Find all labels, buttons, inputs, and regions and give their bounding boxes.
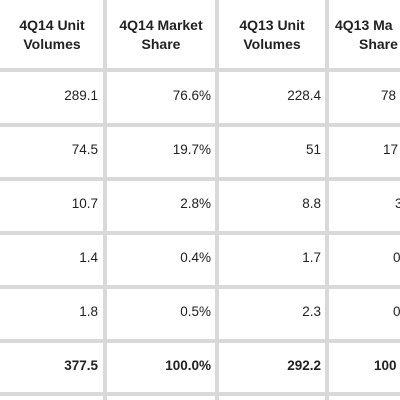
table-cell: 1.4 — [79, 250, 98, 265]
header-line: 4Q14 Unit — [19, 17, 85, 33]
total-cell: 292.2 — [287, 358, 321, 373]
total-cell: 377.5 — [64, 358, 98, 373]
header-4q13-unit-volumes: 4Q13 Unit Volumes — [222, 16, 322, 54]
table-cell: 0.5% — [180, 304, 211, 319]
total-cell: 100 — [374, 358, 397, 373]
table-cell: 19.7% — [172, 142, 211, 157]
table-cell: 0 — [393, 304, 400, 319]
table-cell: 76.6% — [172, 88, 211, 103]
table-cell: 10.7 — [71, 196, 98, 211]
table-cell: 8.8 — [302, 196, 321, 211]
table-cell: 2.3 — [302, 304, 321, 319]
row-divider — [0, 68, 400, 72]
table-cell: 3 — [395, 196, 400, 211]
row-divider — [0, 339, 400, 343]
header-line: 4Q14 Market — [119, 17, 203, 33]
table-cell: 228.4 — [287, 88, 321, 103]
table-cell: 1.8 — [79, 304, 98, 319]
table-cell: 78 — [381, 88, 397, 103]
header-4q13-market-share: 4Q13 Ma Share — [335, 16, 400, 54]
table-cell: 1.7 — [302, 250, 321, 265]
header-4q14-market-share: 4Q14 Market Share — [110, 16, 212, 54]
total-cell: 100.0% — [165, 358, 211, 373]
table-cell: 0 — [393, 250, 400, 265]
header-line: Volumes — [243, 36, 301, 52]
table-cell: 74.5 — [71, 142, 98, 157]
row-divider — [0, 285, 400, 289]
header-line: Volumes — [23, 36, 81, 52]
row-divider — [0, 392, 400, 396]
header-line: 4Q13 Ma — [335, 17, 393, 33]
row-divider — [0, 123, 400, 127]
column-divider — [325, 0, 329, 400]
table-cell: 289.1 — [64, 88, 98, 103]
row-divider — [0, 231, 400, 235]
table-cell: 51 — [305, 142, 321, 157]
header-4q14-unit-volumes: 4Q14 Unit Volumes — [6, 16, 98, 54]
header-line: Share — [141, 36, 181, 52]
header-line: 4Q13 Unit — [239, 17, 305, 33]
column-divider — [103, 0, 107, 400]
table-cell: 0.4% — [180, 250, 211, 265]
header-line: Share — [359, 36, 398, 52]
column-divider — [215, 0, 219, 400]
table-cell: 2.8% — [180, 196, 211, 211]
row-divider — [0, 177, 400, 181]
table-cell: 17 — [383, 142, 399, 157]
